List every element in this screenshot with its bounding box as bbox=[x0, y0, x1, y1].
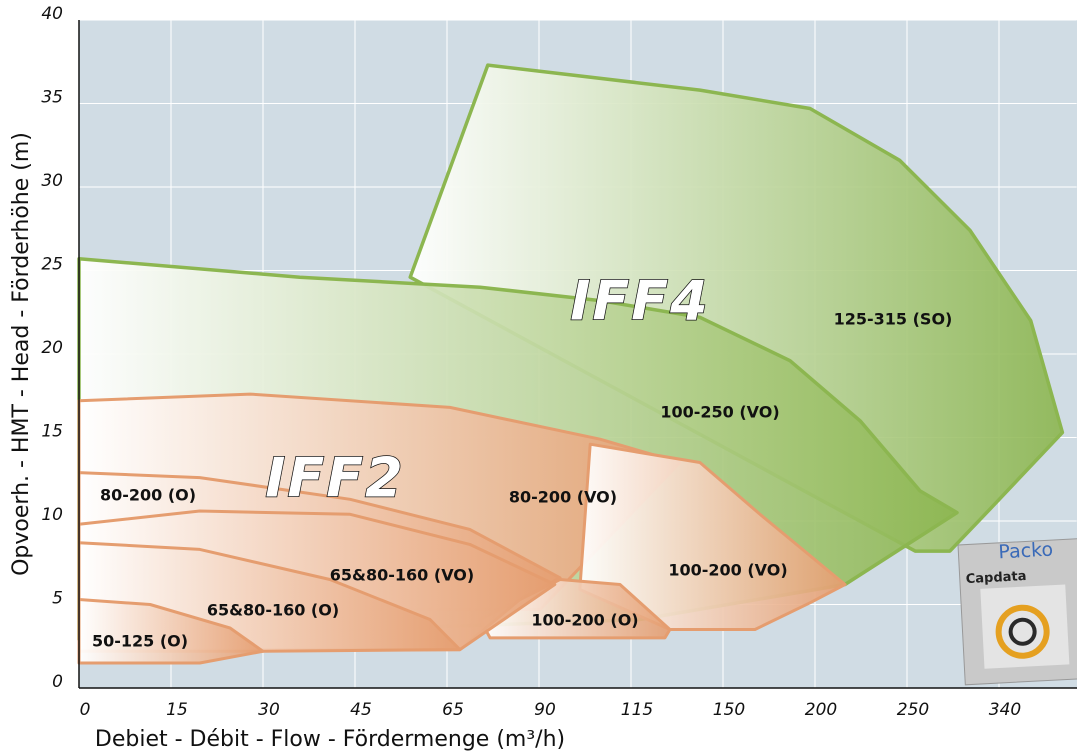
x-tick-label: 150 bbox=[713, 700, 745, 720]
region-label: 100-200 (O) bbox=[531, 611, 638, 630]
logo-product: Capdata bbox=[965, 569, 1026, 587]
region-label: 80-200 (O) bbox=[100, 486, 196, 505]
logo: Packo Capdata bbox=[957, 537, 1077, 686]
logo-brand: Packo bbox=[998, 539, 1054, 564]
logo-ring-inner bbox=[1008, 617, 1037, 646]
y-tick-label: 15 bbox=[41, 422, 63, 442]
y-tick-label: 20 bbox=[41, 338, 63, 358]
y-tick-label: 5 bbox=[52, 589, 63, 609]
y-tick-label: 30 bbox=[41, 171, 63, 191]
x-tick-label: 0 bbox=[80, 700, 91, 720]
logo-ring bbox=[995, 604, 1050, 659]
region-label: 65&80-160 (VO) bbox=[330, 566, 474, 585]
region-label: 100-250 (VO) bbox=[660, 403, 779, 422]
x-tick-label: 30 bbox=[258, 700, 280, 720]
x-axis-title: Debiet - Débit - Flow - Fördermenge (m³/… bbox=[95, 727, 565, 752]
x-tick-label: 250 bbox=[897, 700, 929, 720]
region-label: 80-200 (VO) bbox=[509, 488, 617, 507]
region-label: 125-315 (SO) bbox=[834, 310, 953, 329]
region-label: 65&80-160 (O) bbox=[207, 601, 339, 620]
x-tick-label: 65 bbox=[442, 700, 464, 720]
annotation: IFF2 bbox=[265, 447, 404, 510]
region-label: 100-200 (VO) bbox=[668, 561, 787, 580]
y-tick-label: 25 bbox=[41, 255, 63, 275]
x-tick-label: 115 bbox=[621, 700, 653, 720]
x-tick-label: 90 bbox=[534, 700, 556, 720]
x-tick-label: 15 bbox=[166, 700, 188, 720]
y-tick-label: 0 bbox=[52, 672, 63, 692]
y-axis-title: Opvoerh. - HMT - Head - Förderhöhe (m) bbox=[9, 132, 34, 576]
x-tick-label: 200 bbox=[805, 700, 837, 720]
y-tick-label: 35 bbox=[41, 88, 63, 108]
x-tick-label: 45 bbox=[350, 700, 372, 720]
x-tick-label: 340 bbox=[989, 700, 1021, 720]
region-label: 50-125 (O) bbox=[92, 632, 188, 651]
region bbox=[408, 63, 1065, 553]
annotation: IFF4 bbox=[570, 270, 709, 333]
y-tick-label: 40 bbox=[41, 4, 63, 24]
y-tick-label: 10 bbox=[41, 505, 63, 525]
